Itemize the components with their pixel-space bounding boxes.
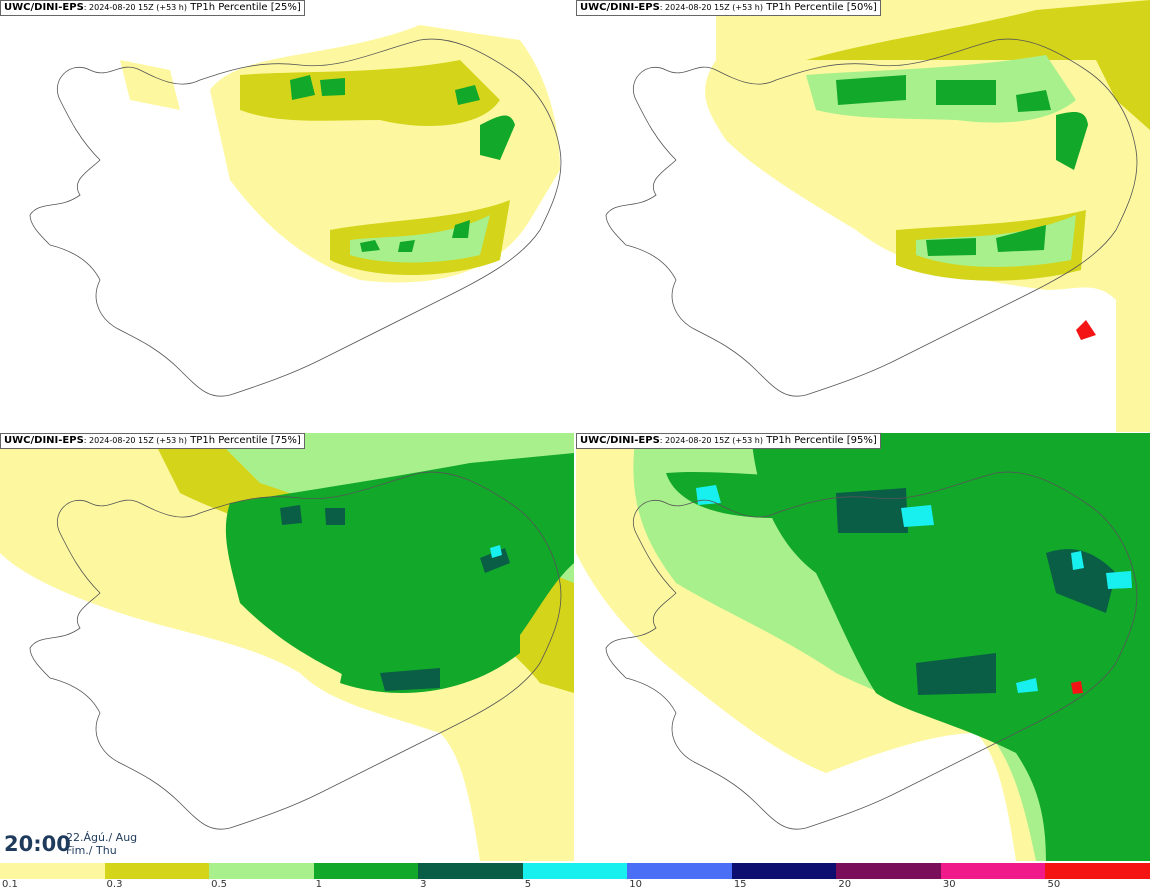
precip-map-p50: [605, 0, 1150, 432]
panel-title: UWC/DINI-EPS: 2024-08-20 15Z (+53 h) TP1…: [576, 433, 881, 449]
legend-swatch: [940, 863, 1046, 879]
field-label: TP1h Percentile [50%]: [766, 2, 877, 13]
valid-date-line2: Fim./ Thu: [66, 844, 117, 857]
run-label: 2024-08-20 15Z (+53 h): [89, 3, 187, 12]
source-label: UWC/DINI-EPS: [4, 435, 84, 446]
panel-title: UWC/DINI-EPS: 2024-08-20 15Z (+53 h) TP1…: [0, 0, 305, 16]
legend-tick-label: 0.5: [211, 879, 227, 890]
legend-tick-label: 20: [838, 879, 852, 890]
valid-date: 22.Ágú./ Aug Fim./ Thu: [66, 831, 137, 857]
precip-field-p50: [705, 0, 1150, 432]
legend-swatch: [418, 863, 523, 879]
valid-date-line1: 22.Ágú./ Aug: [66, 831, 138, 844]
panel-title: UWC/DINI-EPS: 2024-08-20 15Z (+53 h) TP1…: [576, 0, 881, 16]
precip-map-p95: [576, 433, 1150, 861]
source-label: UWC/DINI-EPS: [580, 2, 660, 13]
legend-tick-label: 30: [942, 879, 956, 890]
legend-tick-label: 50: [1047, 879, 1061, 890]
legend-swatch: [522, 863, 628, 879]
legend-tick-label: 1: [315, 879, 322, 890]
source-label: UWC/DINI-EPS: [580, 435, 660, 446]
legend-tick-label: 15: [733, 879, 747, 890]
legend-tick-label: 10: [629, 879, 642, 890]
legend-swatch: [836, 863, 941, 879]
map-panel-p95: UWC/DINI-EPS: 2024-08-20 15Z (+53 h) TP1…: [576, 433, 1150, 865]
legend-tick-label: 3: [420, 879, 427, 890]
color-legend: 0.1 0.3 0.5 1 3 5 10 15 20 30 50: [0, 861, 1150, 891]
coastline: [605, 38, 1138, 397]
legend-tick-label: 0.1: [2, 879, 18, 890]
field-label: TP1h Percentile [75%]: [190, 435, 301, 446]
map-panel-p25: UWC/DINI-EPS: 2024-08-20 15Z (+53 h) TP1…: [0, 0, 574, 432]
run-label: 2024-08-20 15Z (+53 h): [665, 436, 763, 445]
precip-map-p75: [0, 433, 574, 861]
legend-swatch: [731, 863, 837, 879]
coastline: [605, 471, 1138, 830]
legend-swatch: [0, 863, 105, 879]
map-panel-p50: UWC/DINI-EPS: 2024-08-20 15Z (+53 h) TP1…: [576, 0, 1150, 432]
precip-map-p25: [29, 25, 562, 397]
field-label: TP1h Percentile [95%]: [766, 435, 877, 446]
valid-hour: 20:00: [4, 832, 71, 856]
legend-swatch: [209, 863, 314, 879]
legend-swatch: [1045, 863, 1150, 879]
legend-tick-label: 0.3: [106, 879, 123, 890]
source-label: UWC/DINI-EPS: [4, 2, 84, 13]
precip-field-p25: [120, 25, 560, 283]
run-label: 2024-08-20 15Z (+53 h): [665, 3, 763, 12]
map-panel-p75: UWC/DINI-EPS: 2024-08-20 15Z (+53 h) TP1…: [0, 433, 574, 865]
legend-swatch: [104, 863, 210, 879]
field-label: TP1h Percentile [25%]: [190, 2, 301, 13]
legend-swatch: [627, 863, 732, 879]
precip-field-p95: [576, 433, 1150, 861]
run-label: 2024-08-20 15Z (+53 h): [89, 436, 187, 445]
legend-tick-label: 5: [524, 879, 532, 890]
coastline: [29, 471, 562, 830]
panel-title: UWC/DINI-EPS: 2024-08-20 15Z (+53 h) TP1…: [0, 433, 305, 449]
legend-swatch: [313, 863, 419, 879]
coastline: [29, 38, 562, 397]
valid-time-box: 20:00 22.Ágú./ Aug Fim./ Thu: [0, 828, 140, 861]
